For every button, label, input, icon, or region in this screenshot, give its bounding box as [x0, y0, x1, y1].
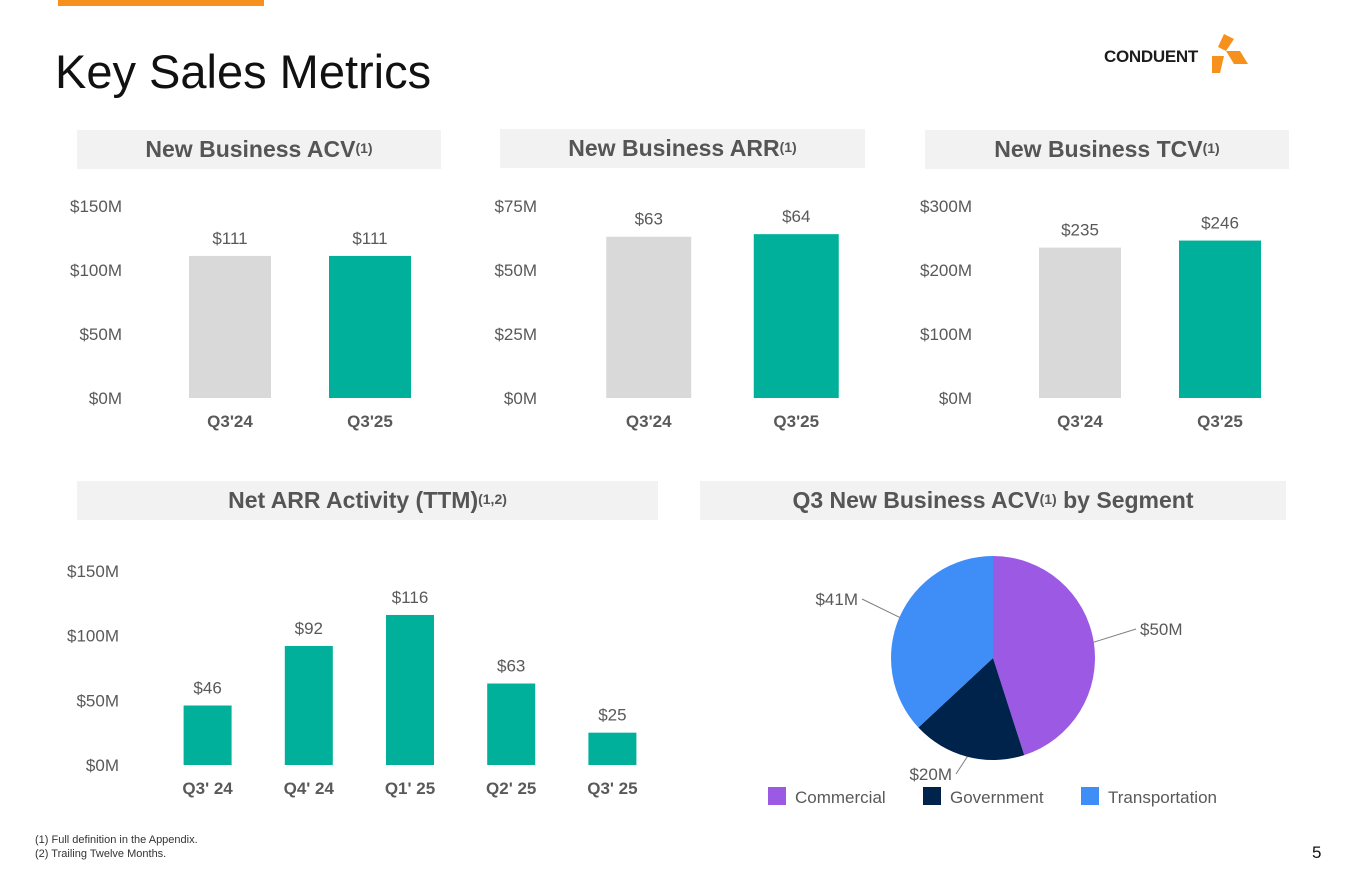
net_arr-category-label: Q4' 24 — [284, 779, 335, 798]
pie-data-label: $20M — [909, 765, 952, 784]
tcv-ytick-label: $200M — [920, 261, 972, 280]
arr-ytick-label: $50M — [494, 261, 537, 280]
tcv-category-label: Q3'25 — [1197, 412, 1243, 431]
net_arr-ytick-label: $50M — [76, 691, 119, 710]
arr-category-label: Q3'25 — [773, 412, 819, 431]
arr-ytick-label: $0M — [504, 389, 537, 408]
legend-swatch-transportation — [1081, 787, 1099, 805]
net_arr-category-label: Q3' 25 — [587, 779, 637, 798]
panel-sup-acv: (1) — [355, 139, 373, 156]
pie-data-label: $41M — [815, 590, 858, 609]
net_arr-bar — [284, 646, 333, 765]
acv-ytick-label: $50M — [79, 325, 122, 344]
tcv-ytick-label: $0M — [939, 389, 972, 408]
legend-label-transportation: Transportation — [1108, 788, 1217, 807]
panel-header-net-arr: Net ARR Activity (TTM) (1,2) — [77, 481, 658, 520]
acv-category-label: Q3'25 — [347, 412, 393, 431]
panel-sup-net-arr: (1,2) — [478, 490, 507, 507]
arr-ytick-label: $75M — [494, 197, 537, 216]
arr-bar-chart: $0M $25M $50M $75M $63 Q3'24 $64 Q3'25 — [494, 197, 839, 431]
tcv-ytick-label: $100M — [920, 325, 972, 344]
panel-header-arr: New Business ARR (1) — [500, 129, 865, 168]
acv-bar — [189, 255, 271, 398]
arr-bar — [606, 236, 692, 398]
pie-slice-commercial — [993, 556, 1096, 756]
panel-sup-segment: (1) — [1039, 490, 1057, 507]
net_arr-data-label: $116 — [392, 588, 429, 607]
arr-ytick-label: $25M — [494, 325, 537, 344]
net_arr-bar — [487, 683, 536, 765]
acv-ytick-label: $0M — [89, 389, 122, 408]
net_arr-bar — [386, 614, 434, 765]
net_arr-bar — [588, 732, 637, 765]
pie-slice-transportation — [891, 556, 993, 728]
panel-title-segment-suffix: by Segment — [1056, 487, 1194, 513]
arr-data-label: $63 — [635, 210, 663, 229]
tcv-bar — [1179, 240, 1261, 398]
net_arr-data-label: $92 — [295, 619, 323, 638]
panel-header-segment: Q3 New Business ACV (1) by Segment — [700, 481, 1286, 520]
tcv-category-label: Q3'24 — [1057, 412, 1103, 431]
segment-pie-chart: $50M $20M $41M Commercial Government Transpor… — [768, 556, 1217, 807]
legend-label-commercial: Commercial — [795, 788, 886, 807]
tcv-ytick-label: $300M — [920, 197, 972, 216]
acv-data-label: $111 — [352, 229, 387, 248]
footnote-1: (1) Full definition in the Appendix. — [35, 834, 198, 846]
net_arr-category-label: Q3' 24 — [182, 779, 233, 798]
panel-header-tcv: New Business TCV (1) — [925, 130, 1289, 169]
footnote-2: (2) Trailing Twelve Months. — [35, 848, 167, 860]
panel-title-net-arr: Net ARR Activity (TTM) — [228, 487, 479, 513]
accent-bar — [58, 0, 264, 6]
conduent-mark-icon — [1212, 34, 1248, 73]
panel-sup-tcv: (1) — [1202, 139, 1220, 156]
legend-swatch-government — [923, 787, 941, 805]
net_arr-category-label: Q2' 25 — [486, 779, 536, 798]
pie-leader-line — [955, 756, 968, 775]
pie-slice-government — [918, 658, 1025, 760]
net_arr-data-label: $25 — [598, 706, 626, 725]
net_arr-bar — [183, 705, 232, 765]
tcv-data-label: $235 — [1061, 221, 1099, 240]
arr-category-label: Q3'24 — [626, 412, 672, 431]
net-arr-bar-chart: $0M $50M $100M $150M $46 Q3' 24 $92 Q4' 24 $116 Q… — [67, 562, 638, 798]
arr-data-label: $64 — [782, 207, 810, 226]
pie-leader-line — [861, 598, 900, 618]
tcv-bar-chart: $0M $100M $200M $300M $235 Q3'24 $246 Q3'25 — [920, 197, 1261, 431]
net_arr-ytick-label: $0M — [86, 756, 119, 775]
footnotes: (1) Full definition in the Appendix. (2)… — [35, 833, 198, 861]
acv-ytick-label: $150M — [70, 197, 122, 216]
net_arr-ytick-label: $100M — [67, 627, 119, 646]
conduent-logo: CONDUENT — [1104, 34, 1254, 74]
legend-swatch-commercial — [768, 787, 786, 805]
arr-bar — [753, 234, 839, 398]
panel-header-acv: New Business ACV (1) — [77, 130, 441, 169]
tcv-data-label: $246 — [1201, 214, 1239, 233]
pie-data-label: $50M — [1140, 620, 1183, 639]
acv-bar — [329, 255, 411, 398]
legend-label-government: Government — [950, 788, 1044, 807]
page-number: 5 — [1312, 843, 1322, 862]
net_arr-category-label: Q1' 25 — [385, 779, 435, 798]
tcv-bar — [1039, 247, 1121, 398]
net_arr-ytick-label: $150M — [67, 562, 119, 581]
acv-data-label: $111 — [212, 229, 247, 248]
logo-text: CONDUENT — [1104, 47, 1198, 66]
net_arr-data-label: $63 — [497, 657, 525, 676]
panel-title-acv: New Business ACV — [145, 136, 356, 162]
panel-title-tcv: New Business TCV — [994, 136, 1203, 162]
page-title: Key Sales Metrics — [55, 45, 432, 98]
acv-ytick-label: $100M — [70, 261, 122, 280]
acv-category-label: Q3'24 — [207, 412, 253, 431]
panel-title-arr: New Business ARR — [568, 135, 780, 161]
net_arr-data-label: $46 — [193, 679, 221, 698]
pie-leader-line — [1093, 628, 1137, 643]
panel-sup-arr: (1) — [779, 138, 797, 155]
panel-title-segment: Q3 New Business ACV — [792, 487, 1040, 513]
acv-bar-chart: $0M $50M $100M $150M $111 Q3'24 $111 Q3'25 — [70, 197, 411, 431]
